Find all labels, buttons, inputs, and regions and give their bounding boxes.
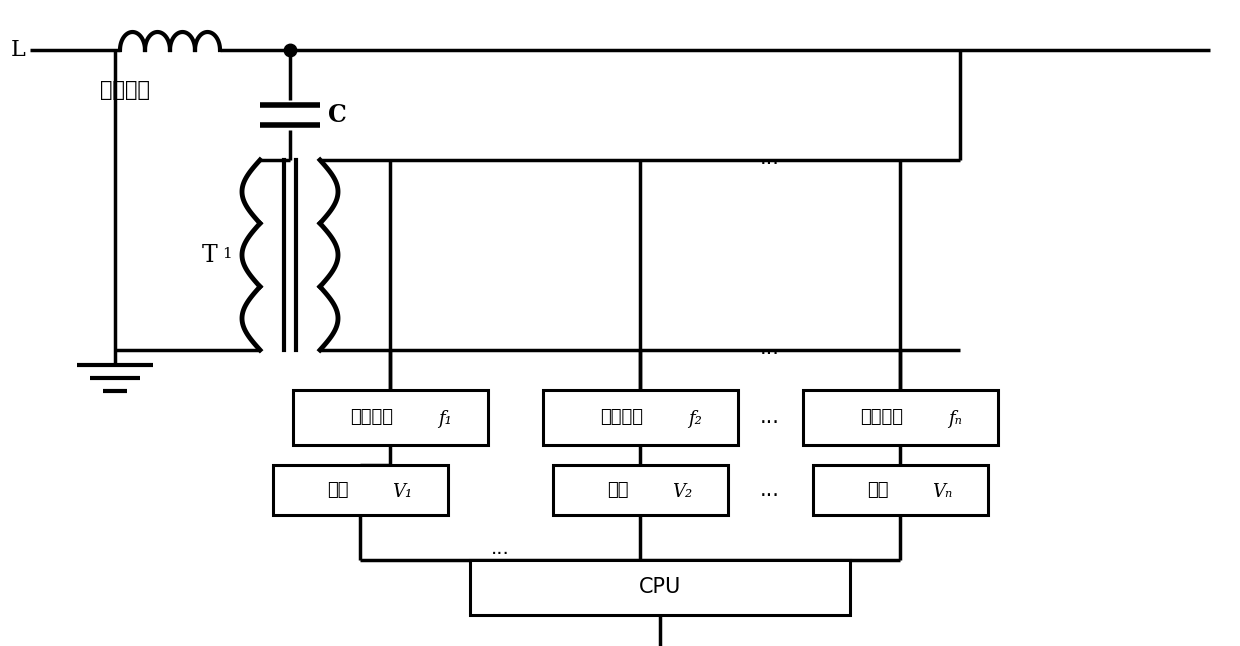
Text: 检波: 检波	[608, 481, 629, 499]
Text: ...: ...	[491, 539, 510, 557]
Text: 选频网络: 选频网络	[351, 408, 393, 426]
Text: V₁: V₁	[392, 483, 412, 501]
Text: 检波: 检波	[327, 481, 348, 499]
Text: fₙ: fₙ	[949, 410, 962, 428]
Text: L: L	[11, 39, 25, 61]
Text: 选频网络: 选频网络	[600, 408, 644, 426]
Text: 1: 1	[222, 247, 232, 261]
Text: Vₙ: Vₙ	[932, 483, 952, 501]
Bar	[553, 465, 728, 515]
Text: 串联电弧: 串联电弧	[100, 80, 150, 100]
Text: f₂: f₂	[688, 410, 702, 428]
Text: ...: ...	[760, 480, 780, 500]
Bar	[273, 465, 448, 515]
Bar	[813, 465, 988, 515]
Text: CPU: CPU	[639, 577, 681, 597]
Text: ...: ...	[760, 338, 780, 358]
Bar	[470, 560, 849, 615]
Bar	[293, 390, 489, 445]
Text: ...: ...	[760, 407, 780, 427]
Text: ...: ...	[760, 148, 780, 168]
Text: T: T	[202, 244, 218, 267]
Text: f₁: f₁	[438, 410, 451, 428]
Text: V₂: V₂	[672, 483, 692, 501]
Text: C: C	[329, 103, 347, 127]
Text: 检波: 检波	[867, 481, 889, 499]
Bar	[804, 390, 998, 445]
Bar	[543, 390, 738, 445]
Text: 选频网络: 选频网络	[861, 408, 904, 426]
